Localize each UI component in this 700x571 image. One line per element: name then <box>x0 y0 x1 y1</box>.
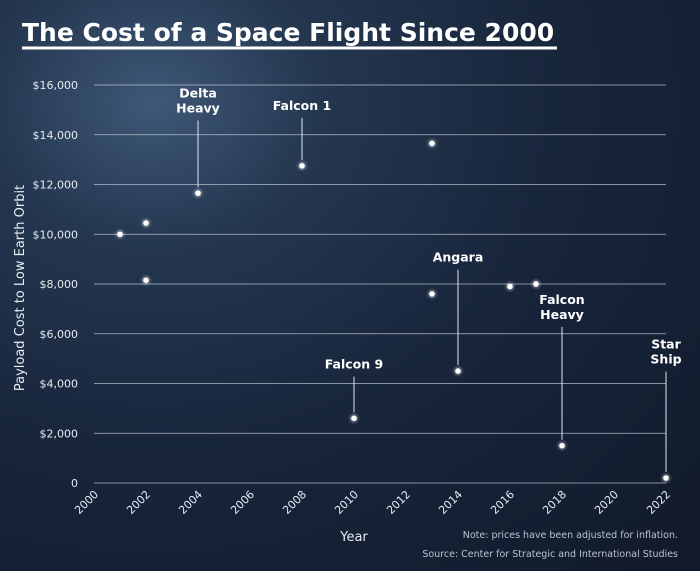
x-tick-label: 2016 <box>488 488 517 517</box>
data-point <box>429 291 435 297</box>
data-point <box>507 283 513 290</box>
annotation-label: Falcon Heavy <box>539 292 584 322</box>
data-point <box>195 190 201 197</box>
annotation-label: Star Ship <box>650 337 681 367</box>
x-tick-label: 2014 <box>436 488 465 517</box>
y-axis-label: Payload Cost to Low Earth Orbit <box>13 185 28 391</box>
y-tick-label: $12,000 <box>33 179 79 192</box>
data-point <box>533 281 539 287</box>
data-point <box>143 220 149 226</box>
data-point <box>117 231 123 238</box>
y-tick-label: $14,000 <box>33 129 79 142</box>
annotation-label: Falcon 1 <box>273 98 331 113</box>
x-tick-label: 2000 <box>72 488 101 517</box>
annotation-label: Delta Heavy <box>176 85 220 115</box>
x-tick-label: 2008 <box>280 488 309 517</box>
data-point <box>299 163 305 169</box>
data-point <box>455 368 461 374</box>
y-tick-label: $2,000 <box>40 427 79 440</box>
x-tick-label: 2010 <box>332 488 361 517</box>
x-tick-labels: 2000 2002 2004 2006 2008 2010 2012 2014 2016 2018… <box>72 488 673 517</box>
data-point <box>559 442 565 449</box>
source-text: Source: Center for Strategic and Interna… <box>422 549 678 560</box>
y-tick-label: $6,000 <box>40 328 79 341</box>
x-tick-label: 2018 <box>540 488 569 517</box>
chart-title: The Cost of a Space Flight Since 2000 <box>22 18 554 47</box>
y-tick-labels: 0 $2,000 $4,000 $6,000 $8,000 $10,000 $12,000 $… <box>33 79 79 490</box>
data-points <box>114 137 672 485</box>
data-point <box>143 277 149 284</box>
y-tick-label: 0 <box>71 477 78 490</box>
x-tick-label: 2002 <box>124 488 153 517</box>
x-tick-label: 2012 <box>384 488 413 517</box>
x-tick-label: 2022 <box>644 488 673 517</box>
x-axis-label: Year <box>339 530 368 545</box>
annotation-label: Falcon 9 <box>325 357 383 372</box>
data-point <box>663 475 669 481</box>
annotation-label: Angara <box>433 250 484 265</box>
data-point <box>351 415 357 422</box>
annotations: Delta Heavy Falcon 1 Falcon 9 Angara Falcon He… <box>176 85 682 473</box>
x-tick-label: 2004 <box>176 488 205 517</box>
grid-layer <box>94 84 666 484</box>
y-tick-label: $16,000 <box>33 79 79 92</box>
data-point <box>429 140 435 147</box>
y-tick-label: $4,000 <box>40 378 79 391</box>
note-text: Note: prices have been adjusted for infl… <box>463 530 678 541</box>
x-tick-label: 2020 <box>592 488 621 517</box>
y-tick-label: $8,000 <box>40 278 79 291</box>
x-tick-label: 2006 <box>228 488 257 517</box>
y-tick-label: $10,000 <box>33 228 79 241</box>
